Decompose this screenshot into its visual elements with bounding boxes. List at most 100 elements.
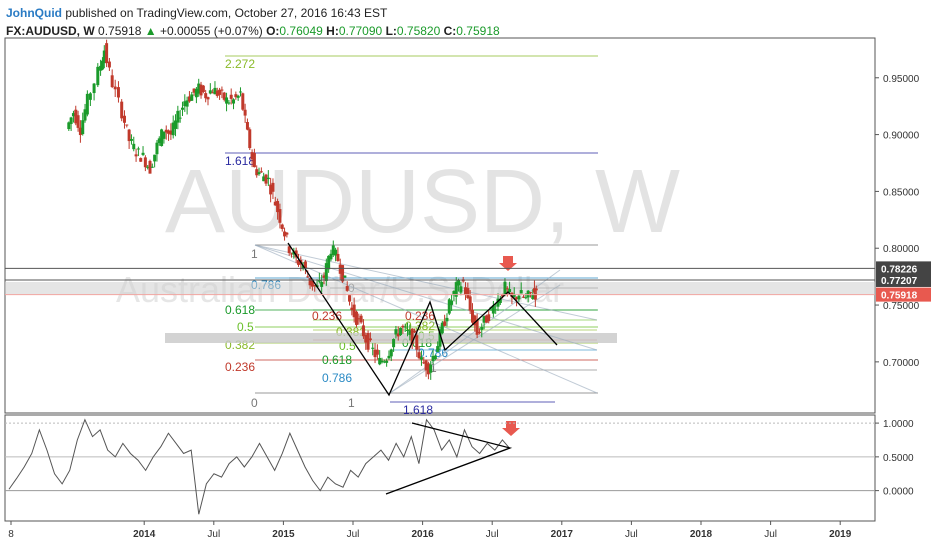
fib-fan-line[interactable] xyxy=(254,244,598,351)
candle-body xyxy=(241,93,245,110)
candle-body xyxy=(454,282,458,297)
candle-body xyxy=(482,316,486,323)
candle-body xyxy=(412,330,416,333)
support-zone[interactable] xyxy=(165,333,617,343)
candle-body xyxy=(174,120,178,129)
candle-body xyxy=(238,91,242,93)
candle-body xyxy=(146,166,150,168)
fib-fan-line[interactable] xyxy=(254,244,598,394)
candle-body xyxy=(250,152,254,160)
candle-body xyxy=(438,329,442,347)
candle-body xyxy=(324,263,328,282)
price-label-tag[interactable] xyxy=(876,272,931,287)
candle-body xyxy=(187,96,191,102)
candle-body xyxy=(382,361,386,363)
candle-body xyxy=(357,318,361,320)
candle-body xyxy=(515,297,519,300)
y-tick-label: 0.90000 xyxy=(883,131,920,142)
candle-body xyxy=(310,279,314,287)
author-name[interactable]: JohnQuid xyxy=(6,6,62,20)
candle-body xyxy=(120,101,124,119)
candle-body xyxy=(232,99,236,104)
candle-body xyxy=(406,330,410,332)
down-arrow-icon xyxy=(502,421,520,436)
last-price: 0.75918 xyxy=(98,24,142,38)
zigzag-pattern-line[interactable] xyxy=(287,242,558,397)
candle-body xyxy=(343,275,347,278)
candle-body xyxy=(440,322,444,334)
candle-body xyxy=(127,129,131,142)
candle-body xyxy=(197,83,201,94)
candle-body xyxy=(375,349,379,355)
candle-body xyxy=(220,89,224,91)
candle-body xyxy=(433,355,437,360)
candle-body xyxy=(116,87,120,98)
x-tick-label: 2017 xyxy=(551,529,574,540)
candle-body xyxy=(519,290,523,294)
x-tick-label: 2014 xyxy=(133,529,156,540)
x-tick-label: 8 xyxy=(8,529,14,540)
candle-body xyxy=(450,300,454,305)
candle-body xyxy=(380,360,384,363)
candle-body xyxy=(157,138,161,143)
candle-body xyxy=(410,328,414,344)
fib-level-label: 1.618 xyxy=(403,403,433,417)
candle-body xyxy=(204,93,208,99)
ohlc-line: FX:AUDUSD, W 0.75918 ▲ +0.00055 (+0.07%)… xyxy=(6,22,500,40)
candle-body xyxy=(225,97,229,104)
x-tick-label: Jul xyxy=(625,529,638,540)
candle-body xyxy=(322,275,326,278)
candle-body xyxy=(255,169,259,176)
close-label: C: xyxy=(443,24,457,38)
candle-body xyxy=(533,293,537,300)
candle-body xyxy=(129,138,133,141)
candle-body xyxy=(78,127,82,136)
price-label-tag[interactable] xyxy=(876,287,931,302)
candle-body xyxy=(447,299,451,314)
candle-body xyxy=(296,260,300,265)
x-tick-label: 2016 xyxy=(411,529,434,540)
chart-header: JohnQuid published on TradingView.com, O… xyxy=(6,4,500,40)
candle-body xyxy=(257,172,261,175)
fib-level-label: 2.272 xyxy=(225,57,255,71)
candle-body xyxy=(501,293,505,297)
x-tick-label: Jul xyxy=(764,529,777,540)
candle-body xyxy=(531,294,535,300)
candle-body xyxy=(403,326,407,328)
candle-body xyxy=(148,160,152,174)
candle-body xyxy=(192,88,196,93)
fib-level-label: 0 xyxy=(251,396,258,410)
publish-line: JohnQuid published on TradingView.com, O… xyxy=(6,4,500,22)
candle-body xyxy=(81,120,85,135)
trend-drawings[interactable] xyxy=(287,242,558,436)
triangle-pattern-line[interactable] xyxy=(385,422,513,495)
candle-body xyxy=(213,87,217,95)
candle-body xyxy=(176,110,180,123)
price-label-tag[interactable] xyxy=(876,261,931,276)
fib-level-label: 1 xyxy=(348,396,355,410)
fib-fan-line[interactable] xyxy=(389,284,561,394)
candle-body xyxy=(422,362,426,364)
fib-fan-line[interactable] xyxy=(254,244,598,321)
candle-body xyxy=(160,129,164,147)
candle-body xyxy=(105,43,109,64)
candle-body xyxy=(341,265,345,282)
candle-body xyxy=(491,305,495,314)
candle-body xyxy=(266,177,270,180)
candle-body xyxy=(512,294,516,297)
candle-body xyxy=(494,309,498,311)
resistance-zone[interactable] xyxy=(5,282,875,295)
candle-body xyxy=(134,154,138,157)
price-axis[interactable]: 0.95000 0.90000 0.85000 0.80000 0.75000 0.700… xyxy=(5,74,931,369)
x-tick-label: Jul xyxy=(347,529,360,540)
candle-body xyxy=(283,231,287,237)
candle-body xyxy=(517,295,521,300)
candle-body xyxy=(308,278,312,286)
candle-body xyxy=(292,251,296,255)
candle-body xyxy=(259,171,263,173)
time-axis[interactable]: 8 2014 Jul 2015 Jul 2016 Jul 2017 Jul 2018 Jul 2019 xyxy=(8,521,852,540)
candle-body xyxy=(245,122,249,130)
candle-body xyxy=(92,83,96,94)
fib-level-label: 1.618 xyxy=(225,154,255,168)
